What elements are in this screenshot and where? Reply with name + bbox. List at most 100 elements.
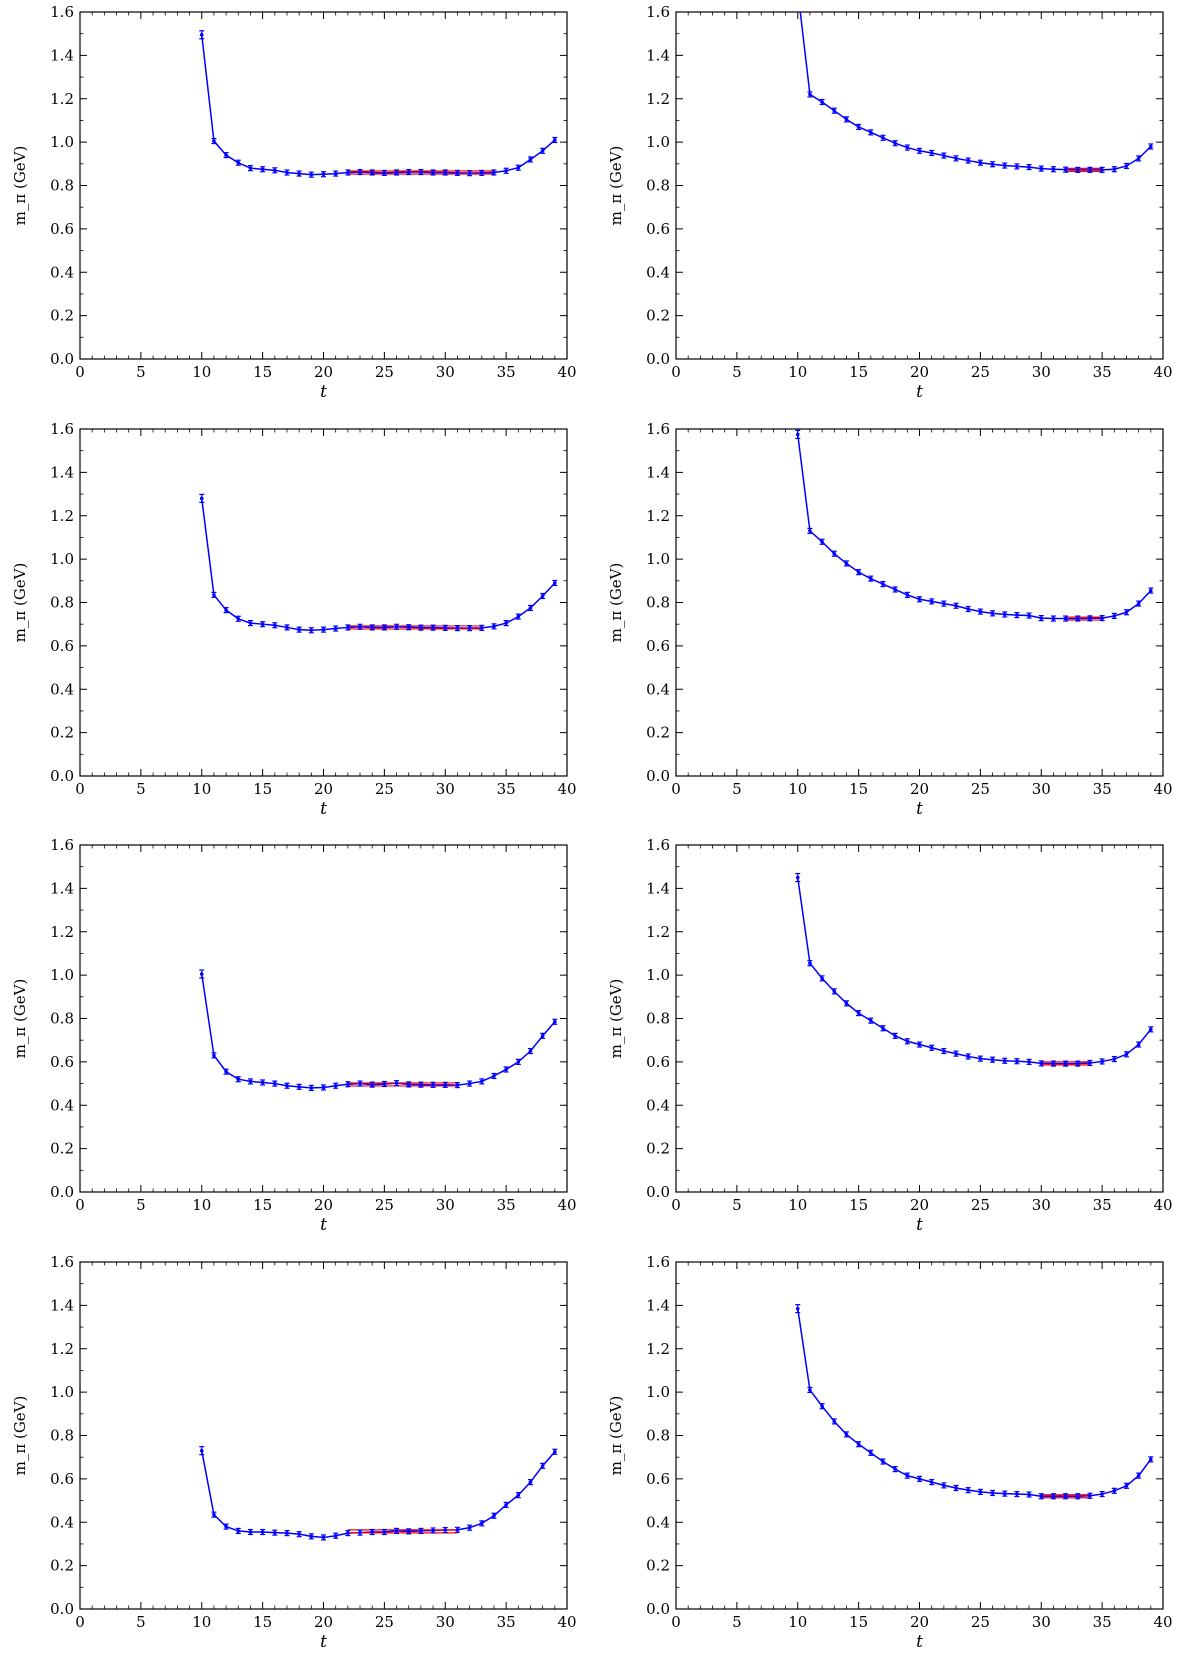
x-tick-label: 15 — [253, 363, 272, 381]
data-point — [832, 551, 837, 556]
chart-panel-3: 0 5 10 15 20 25 30 35 40 0.0 0.2 0.4 0.6 0.8 1.0 1.2 1.4… — [11, 420, 577, 819]
y-tick-label: 1.4 — [50, 46, 74, 64]
plot-frame — [675, 844, 1164, 1193]
y-tick-label: 0.4 — [646, 680, 670, 698]
series-group — [795, 1304, 1154, 1500]
plot-frame — [675, 11, 1164, 360]
data-point — [1124, 1484, 1129, 1488]
x-tick-label: 10 — [192, 780, 211, 798]
y-tick-label: 0.2 — [646, 724, 670, 742]
data-point — [236, 160, 241, 165]
plot-frame — [79, 1261, 568, 1610]
data-point — [370, 170, 375, 175]
data-point — [212, 139, 216, 143]
data-point — [1149, 1457, 1153, 1462]
data-point — [1039, 616, 1044, 620]
data-point — [285, 1531, 289, 1535]
data-point — [929, 1480, 934, 1484]
data-point — [1015, 613, 1019, 617]
x-tick-label: 10 — [192, 1613, 211, 1631]
data-point — [1075, 1494, 1080, 1499]
data-point — [540, 594, 545, 598]
y-tick-label: 0.6 — [50, 1470, 74, 1488]
data-point — [394, 170, 399, 175]
data-point — [1002, 612, 1007, 617]
y-tick-label: 0.0 — [646, 767, 670, 785]
y-tick-label: 1.2 — [50, 1340, 74, 1358]
data-point — [260, 1080, 265, 1085]
y-tick-label: 0.2 — [50, 724, 74, 742]
data-point — [540, 1034, 545, 1038]
data-point — [479, 626, 484, 630]
data-point — [795, 875, 800, 880]
data-point — [966, 158, 970, 163]
data-point — [406, 170, 411, 174]
data-point — [905, 1473, 910, 1478]
y-axis-label: m_π (GeV) — [11, 146, 29, 226]
x-tick-label: 10 — [788, 363, 807, 381]
data-point — [881, 1459, 885, 1464]
x-tick-label: 0 — [671, 780, 681, 798]
data-point — [431, 1528, 435, 1533]
data-point — [419, 1529, 423, 1533]
data-point — [978, 1490, 983, 1494]
data-point — [1002, 1058, 1007, 1063]
y-tick-label: 0.2 — [646, 1557, 670, 1575]
y-tick-label: 1.4 — [646, 463, 670, 481]
y-tick-label: 1.6 — [646, 3, 670, 21]
y-tick-label: 1.0 — [646, 550, 670, 568]
data-point — [1015, 1059, 1019, 1064]
data-point — [224, 1069, 228, 1074]
x-tick-label: 10 — [788, 1196, 807, 1214]
x-tick-label: 20 — [314, 780, 333, 798]
y-tick-label: 1.0 — [50, 133, 74, 151]
data-point — [370, 1082, 375, 1087]
data-point — [406, 1529, 411, 1534]
data-point — [820, 1404, 824, 1409]
plot-frame — [79, 11, 568, 360]
y-tick-label: 0.4 — [646, 263, 670, 281]
data-point — [358, 624, 362, 629]
data-point — [467, 1525, 472, 1530]
data-point — [455, 1528, 460, 1532]
x-tick-label: 20 — [910, 363, 929, 381]
data-point — [1075, 1061, 1080, 1066]
x-tick-label: 30 — [436, 780, 455, 798]
x-tick-label: 35 — [497, 780, 516, 798]
data-point — [808, 529, 812, 533]
data-point — [1112, 1489, 1117, 1493]
y-tick-label: 1.2 — [646, 923, 670, 941]
data-point — [844, 117, 849, 122]
y-tick-label: 1.0 — [646, 1383, 670, 1401]
x-tick-label: 25 — [375, 363, 394, 381]
data-point — [954, 156, 958, 161]
data-point — [479, 171, 484, 175]
data-point — [1124, 610, 1129, 615]
x-tick-label: 35 — [497, 363, 516, 381]
data-point — [370, 625, 375, 630]
x-tick-label: 40 — [1153, 363, 1172, 381]
data-point — [844, 1001, 849, 1006]
data-point — [990, 1057, 995, 1062]
x-tick-label: 40 — [1153, 780, 1172, 798]
x-axis-label: t — [916, 799, 923, 819]
data-point — [273, 168, 277, 173]
y-tick-label: 0.2 — [646, 307, 670, 325]
data-point — [309, 172, 314, 177]
y-tick-label: 0.6 — [646, 1053, 670, 1071]
data-point — [1027, 1492, 1031, 1497]
data-point — [333, 1533, 338, 1538]
y-tick-label: 0.8 — [50, 1010, 74, 1028]
data-point — [443, 626, 448, 630]
data-point — [297, 1532, 301, 1536]
data-point — [212, 1512, 216, 1517]
y-tick-label: 0.4 — [50, 1096, 74, 1114]
series-group — [795, 429, 1154, 622]
y-tick-label: 1.2 — [646, 507, 670, 525]
data-point — [881, 135, 885, 140]
data-point — [309, 628, 314, 633]
data-point — [260, 1530, 265, 1534]
data-point — [1027, 165, 1031, 169]
x-axis-label: t — [320, 1215, 327, 1235]
data-point — [856, 125, 861, 129]
